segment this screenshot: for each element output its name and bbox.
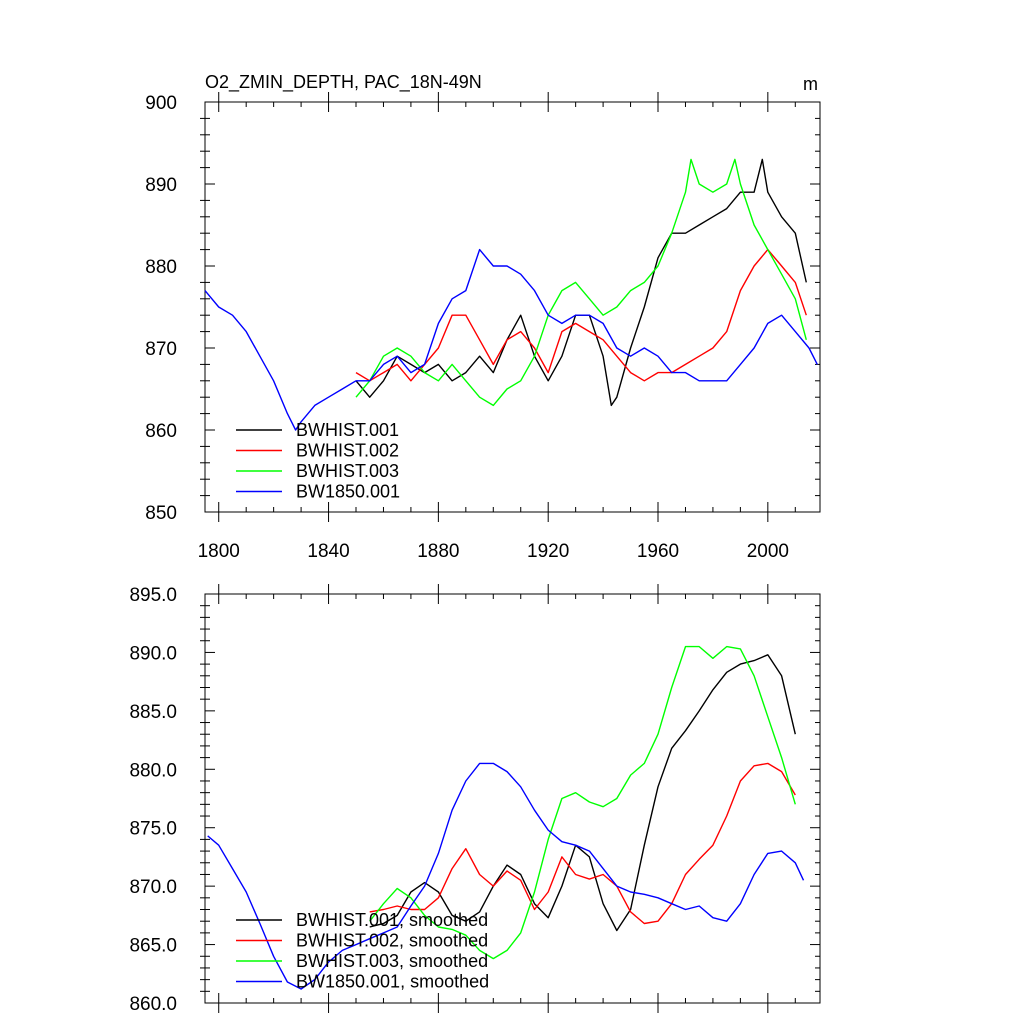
legend-label: BWHIST.003, smoothed bbox=[296, 951, 488, 971]
series-line-2 bbox=[369, 762, 796, 925]
bottom-panel: 860.0 865.0 870.0 875.0 880.0 885.0 890.0 895.0… bbox=[129, 584, 821, 1015]
x-tick-label: 1920 bbox=[527, 541, 569, 562]
y-tick-label: 900 bbox=[145, 93, 177, 114]
y-tick-label: 860 bbox=[145, 421, 177, 442]
plot-frame bbox=[204, 101, 821, 513]
y-tick-label: 880 bbox=[145, 257, 177, 278]
x-tick-label: 1800 bbox=[198, 541, 240, 562]
top-panel: O2_ZMIN_DEPTH, PAC_18N-49N m 850 860 870 880 8… bbox=[145, 72, 821, 562]
legend-label: BWHIST.001, smoothed bbox=[296, 910, 488, 930]
chart-title: O2_ZMIN_DEPTH, PAC_18N-49N bbox=[205, 72, 482, 93]
plot-frame bbox=[204, 593, 821, 1004]
y-tick-label: 890.0 bbox=[129, 643, 177, 664]
series-line-2 bbox=[355, 248, 807, 382]
series-line-4 bbox=[207, 762, 805, 990]
x-tick-label: 1960 bbox=[637, 541, 679, 562]
series-line-3 bbox=[369, 645, 796, 960]
legend-label: BWHIST.003 bbox=[296, 461, 399, 481]
y-tick-label: 865.0 bbox=[129, 936, 177, 957]
x-tick-label: 1840 bbox=[307, 541, 349, 562]
x-tick-label: 2000 bbox=[747, 541, 789, 562]
legend-label: BWHIST.002, smoothed bbox=[296, 931, 488, 951]
y-tick-label: 860.0 bbox=[129, 994, 177, 1015]
legend-label: BWHIST.001 bbox=[296, 420, 399, 440]
legend-label: BW1850.001 bbox=[296, 482, 400, 502]
y-tick-label: 895.0 bbox=[129, 585, 177, 606]
y-tick-label: 870.0 bbox=[129, 877, 177, 898]
units-label: m bbox=[803, 74, 818, 94]
series-line-3 bbox=[355, 158, 807, 407]
y-tick-label: 875.0 bbox=[129, 819, 177, 840]
legend-label: BW1850.001, smoothed bbox=[296, 972, 489, 992]
series-line-4 bbox=[204, 248, 818, 431]
y-tick-label: 880.0 bbox=[129, 760, 177, 781]
x-tick-label: 1880 bbox=[417, 541, 459, 562]
series-line-1 bbox=[369, 654, 796, 932]
series-line-1 bbox=[355, 158, 807, 407]
y-tick-label: 850 bbox=[145, 503, 177, 524]
legend-label: BWHIST.002 bbox=[296, 441, 399, 461]
y-tick-label: 885.0 bbox=[129, 702, 177, 723]
y-tick-label: 890 bbox=[145, 175, 177, 196]
y-tick-label: 870 bbox=[145, 339, 177, 360]
